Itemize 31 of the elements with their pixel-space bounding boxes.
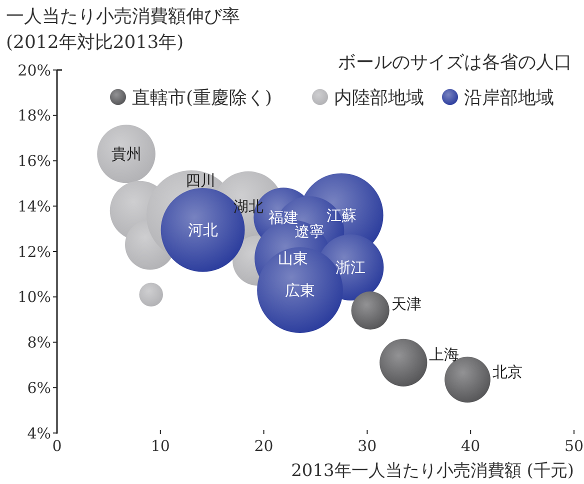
y-axis-title: 一人当たり小売消費額伸び率 (2012年対比2013年): [6, 6, 240, 53]
legend-label: 内陸部地域: [334, 87, 424, 108]
annotation: 四川: [185, 171, 216, 190]
y-tick-label: 18%: [18, 106, 51, 125]
annotation: 山東: [278, 250, 308, 268]
legend-label: 沿岸部地域: [464, 87, 554, 108]
y-tick-label: 8%: [27, 334, 51, 352]
x-tick-label: 50: [564, 437, 584, 455]
x-tick-label: 10: [150, 437, 170, 455]
annotation: ボールのサイズは各省の人口: [338, 52, 572, 73]
y-tick-label: 4%: [27, 424, 51, 442]
x-tick-label: 20: [254, 437, 274, 455]
x-axis-title: 2013年一人当たり小売消費額 (千元): [291, 461, 574, 481]
annotation: 貴州: [111, 145, 142, 164]
y-tick-label: 12%: [18, 242, 51, 261]
y-tick-label: 16%: [18, 152, 51, 170]
y-tick-label: 6%: [27, 378, 51, 397]
y-tick-label: 10%: [18, 288, 51, 306]
annotation: 河北: [188, 221, 218, 240]
annotation: 浙江: [336, 258, 366, 277]
x-tick-label: 40: [461, 437, 480, 455]
annotation: 広東: [284, 281, 315, 300]
annotation: 上海: [429, 346, 460, 364]
x-tick-label: 0: [52, 437, 62, 455]
annotation: 江蘇: [326, 206, 356, 224]
annotation: 天津: [391, 295, 422, 314]
x-tick-label: 30: [358, 437, 377, 455]
legend-label: 直轄市(重慶除く): [132, 87, 272, 108]
y-tick-label: 14%: [18, 197, 51, 216]
y-tick-label: 20%: [18, 61, 51, 80]
annotation: 北京: [492, 362, 522, 381]
